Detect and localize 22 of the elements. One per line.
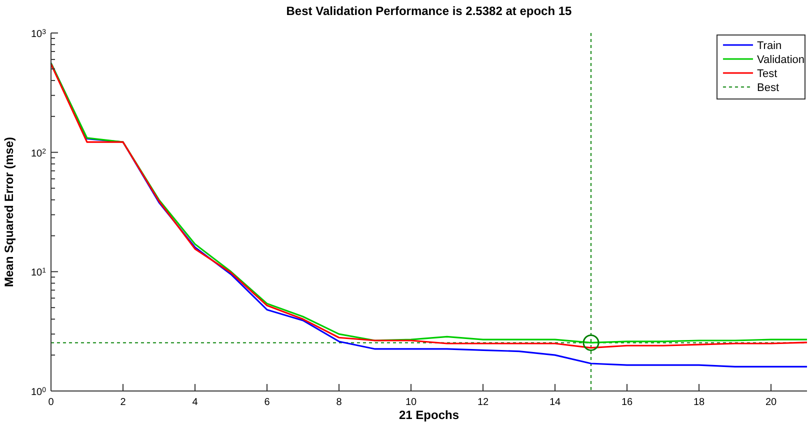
x-axis-title: 21 Epochs <box>398 408 460 422</box>
x-tick-label: 10 <box>405 397 417 408</box>
x-tick-label: 2 <box>120 397 126 408</box>
x-tick-label: 18 <box>693 397 705 408</box>
y-tick-label: 10$^{2}$ <box>30 148 46 160</box>
legend-label: Validation <box>757 54 804 66</box>
legend-label: Test <box>757 68 778 80</box>
legend-label: Train <box>757 40 782 52</box>
x-tick-label: 6 <box>264 397 270 408</box>
x-tick-label: 20 <box>765 397 777 408</box>
x-tick-label: 14 <box>549 397 561 408</box>
x-tick-label: 12 <box>477 397 489 408</box>
y-axis-title: Mean Squared Error (mse) <box>2 136 16 288</box>
x-tick-label: 4 <box>192 397 198 408</box>
legend-label: Best <box>757 82 780 94</box>
y-tick-label: 10$^{3}$ <box>30 28 46 40</box>
y-tick-label: 10$^{0}$ <box>30 386 46 398</box>
chart-title: Best Validation Performance is 2.5382 at epoch 15 <box>286 4 572 18</box>
x-tick-label: 16 <box>621 397 633 408</box>
y-tick-label: 10$^{1}$ <box>30 267 46 279</box>
x-tick-label: 8 <box>336 397 342 408</box>
x-tick-label: 0 <box>48 397 54 408</box>
